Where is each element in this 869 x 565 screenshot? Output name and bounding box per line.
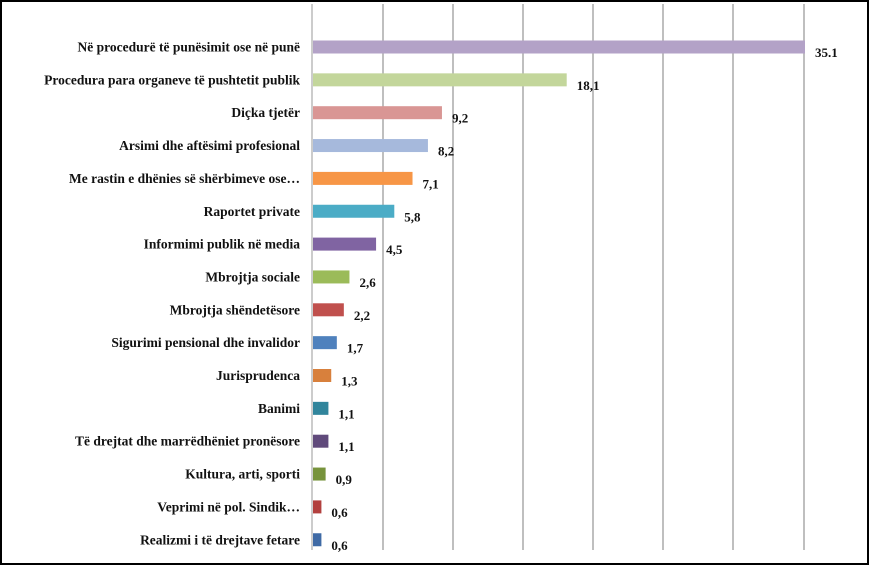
bar [313,533,322,547]
data-label: 18,1 [577,78,600,93]
data-label: 8,2 [438,144,454,159]
category-label: Jurisprudenca [216,368,300,383]
bar [313,401,329,415]
data-label: 35.1 [815,45,838,60]
bar [313,40,805,54]
bar [313,500,322,514]
category-label: Procedura para organeve të pushtetit pub… [44,72,300,87]
category-label: Informimi publik në media [144,237,301,252]
data-label: 2,6 [359,275,376,290]
category-label: Veprimi në pol. Sindik… [157,499,300,514]
category-label: Mbrojtja sociale [205,269,300,284]
bar [313,434,329,448]
data-label: 0,6 [331,538,348,553]
data-label: 9,2 [452,111,468,126]
category-label: Diçka tjetër [231,105,300,120]
bar [313,303,344,317]
bar [313,336,337,350]
category-label: Raportet private [204,204,300,219]
category-label: Me rastin e dhënies së shërbimeve ose… [69,171,300,186]
grid-lines [311,4,805,550]
data-label: 4,5 [386,242,403,257]
category-label: Realizmi i të drejtave fetare [140,532,300,547]
category-label: Arsimi dhe aftësimi profesional [119,138,300,153]
data-label: 1,7 [347,341,364,356]
bar [313,467,326,481]
bar [313,270,350,284]
data-label: 0,6 [331,505,348,520]
bar [313,204,395,218]
category-label: Kultura, arti, sporti [185,467,300,482]
data-label: 1,1 [338,439,354,454]
bar [313,369,332,382]
data-label: 1,3 [341,374,358,389]
bar [313,237,377,251]
data-label: 5,8 [404,209,421,224]
category-label: Mbrojtja shëndetësore [170,302,300,317]
category-label: Në procedurë të punësimit ose në punë [78,40,301,55]
data-label: 7,1 [423,176,439,191]
category-label: Banimi [258,401,300,416]
category-label: Sigurimi pensional dhe invalidor [111,335,300,350]
bar [313,139,428,153]
data-label: 2,2 [354,308,370,323]
data-label: 1,1 [338,406,354,421]
data-label: 0,9 [336,472,353,487]
bar [313,171,413,185]
category-label: Të drejtat dhe marrëdhëniet pronësore [75,434,300,449]
bar [313,106,442,120]
bar [313,73,567,87]
